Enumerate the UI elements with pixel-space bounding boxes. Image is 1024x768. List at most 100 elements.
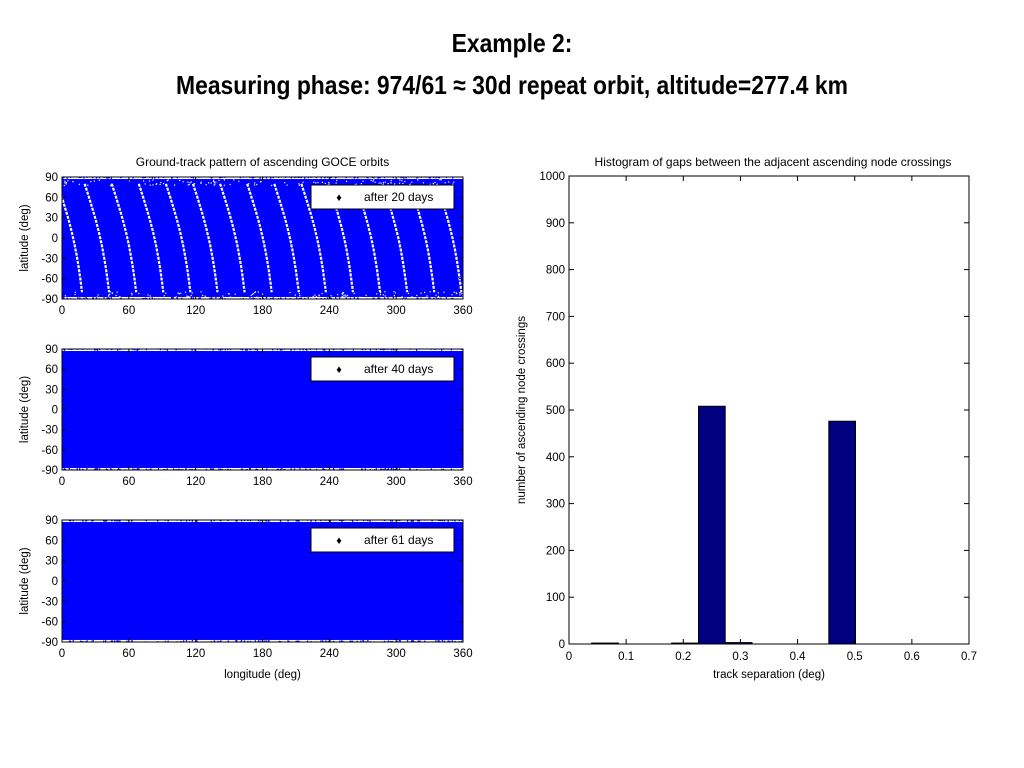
edge-point	[211, 297, 213, 299]
edge-point	[415, 468, 418, 470]
speckle	[210, 182, 212, 184]
edge-point	[151, 297, 153, 299]
speckle	[359, 296, 361, 298]
edge-point	[247, 640, 249, 642]
speckle	[379, 291, 382, 294]
speckle	[64, 180, 66, 182]
y-tick-label: 500	[546, 405, 565, 417]
speckle	[260, 180, 262, 183]
edge-point	[441, 640, 443, 642]
edge-point	[450, 349, 453, 351]
histogram-panel: 0 0.1 0.2 0.3 0.4 0.5 0.6 0.7100090080070060050…	[516, 155, 977, 681]
edge-point	[306, 640, 309, 642]
edge-point	[298, 520, 300, 522]
edge-point	[373, 297, 375, 299]
edge-point	[69, 640, 72, 642]
edge-point	[111, 640, 113, 642]
edge-point	[131, 640, 133, 642]
speckle	[213, 179, 215, 181]
speckle	[188, 183, 190, 186]
edge-point	[126, 640, 128, 642]
edge-point	[103, 520, 105, 522]
edge-point	[171, 297, 173, 299]
speckle	[286, 184, 288, 186]
speckle	[365, 294, 367, 296]
speckle	[346, 180, 348, 182]
edge-point	[339, 520, 341, 522]
speckle	[202, 294, 204, 297]
speckle	[342, 292, 344, 294]
speckle	[65, 182, 67, 184]
edge-point	[240, 520, 243, 522]
speckle	[110, 183, 113, 185]
speckle	[155, 183, 157, 185]
edge-point	[409, 468, 411, 470]
edge-point	[185, 520, 188, 522]
speckle	[336, 179, 338, 182]
speckle	[257, 291, 259, 293]
edge-point	[434, 349, 436, 351]
edge-point	[387, 297, 389, 299]
edge-point	[110, 177, 113, 179]
speckle	[270, 184, 273, 187]
edge-point	[304, 297, 306, 299]
edge-point	[103, 177, 105, 179]
edge-point	[235, 520, 237, 522]
edge-point	[320, 177, 322, 179]
edge-point	[438, 177, 441, 179]
speckle	[298, 184, 300, 186]
speckle	[63, 184, 65, 187]
slide-subtitle: Measuring phase: 974/61 ≈ 30d repeat orb…	[176, 70, 848, 100]
edge-point	[338, 468, 341, 470]
speckle	[142, 180, 145, 182]
edge-point	[236, 640, 238, 642]
edge-point	[428, 297, 430, 299]
edge-point	[443, 640, 446, 642]
speckle	[256, 296, 258, 298]
edge-point	[398, 639, 401, 642]
edge-point	[321, 640, 324, 642]
speckle	[394, 183, 396, 185]
edge-point	[398, 468, 401, 470]
edge-point	[196, 640, 198, 642]
plot-background	[569, 176, 969, 644]
edge-point	[383, 520, 386, 522]
edge-point	[333, 640, 335, 642]
track-gap-line	[137, 183, 165, 293]
edge-point	[342, 468, 344, 470]
track-gap-line	[62, 194, 84, 293]
speckle	[204, 295, 206, 297]
edge-point	[300, 297, 303, 299]
edge-point	[132, 177, 134, 179]
edge-point	[431, 520, 433, 522]
edge-point	[249, 520, 252, 522]
edge-point	[353, 177, 355, 179]
edge-point	[396, 468, 398, 470]
edge-point	[212, 468, 215, 470]
edge-point	[270, 177, 272, 179]
edge-point	[72, 520, 74, 522]
edge-point	[92, 297, 95, 299]
edge-point	[103, 297, 105, 299]
edge-point	[429, 177, 431, 179]
edge-point	[297, 640, 299, 642]
edge-point	[276, 349, 279, 351]
speckle	[64, 295, 67, 297]
edge-point	[259, 177, 261, 179]
edge-point	[132, 297, 134, 299]
edge-point	[412, 520, 414, 522]
edge-point	[189, 468, 191, 470]
edge-point	[279, 520, 282, 522]
edge-point	[268, 640, 270, 642]
edge-point	[315, 177, 318, 179]
speckle	[429, 183, 431, 185]
edge-point	[143, 177, 145, 179]
edge-point	[63, 297, 65, 299]
edge-point	[94, 349, 96, 351]
legend-marker: ♦	[336, 364, 342, 376]
edge-point	[64, 468, 66, 470]
edge-point	[380, 349, 382, 351]
y-tick-label: -30	[41, 253, 58, 265]
edge-point	[369, 520, 371, 522]
legend-label: after 20 days	[364, 190, 433, 204]
